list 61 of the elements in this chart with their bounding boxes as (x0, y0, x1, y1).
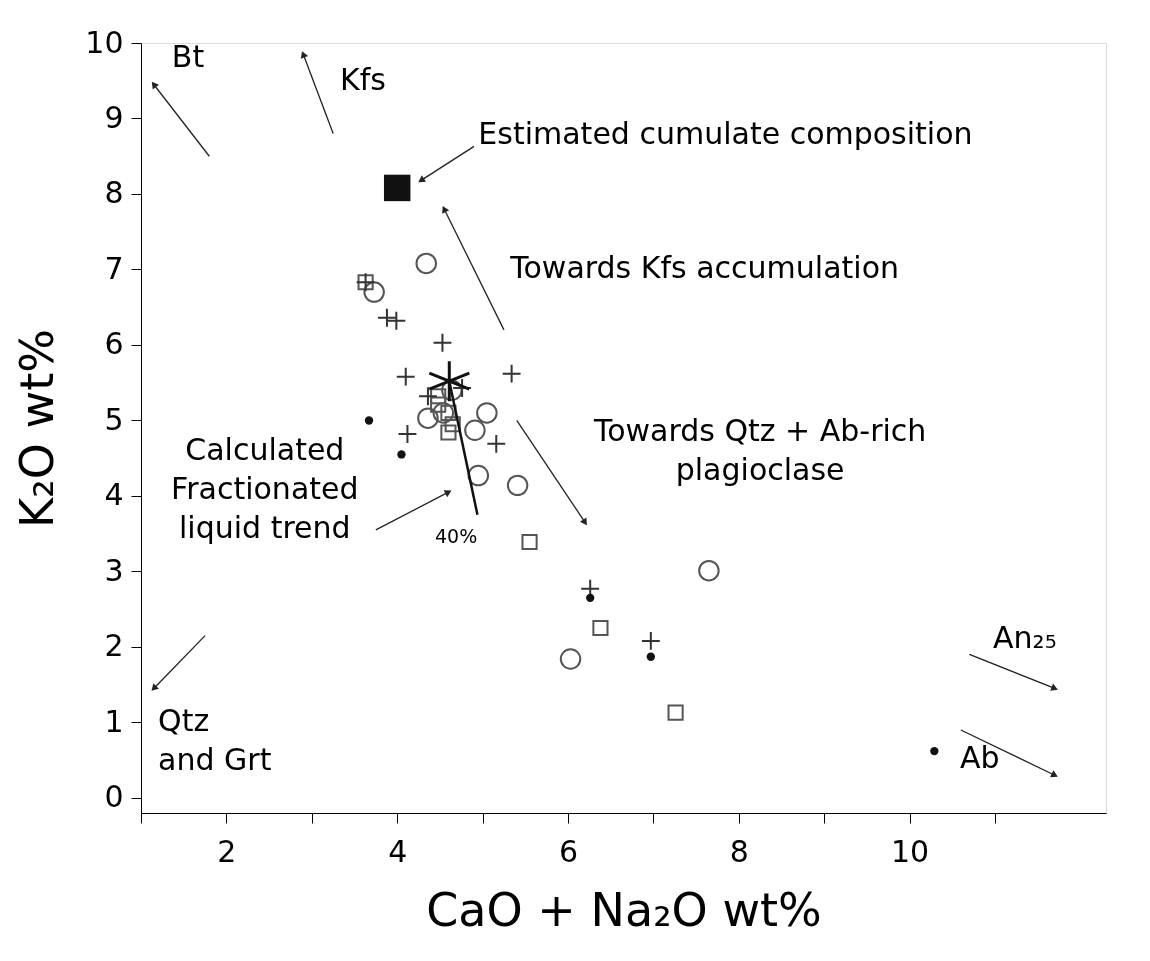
point (432, 402, 455, 424)
point (559, 648, 582, 670)
point (430, 388, 447, 405)
y-tick-label: 1 (104, 703, 124, 739)
point (386, 310, 407, 331)
annotation: Estimated cumulate composition (478, 116, 973, 152)
point (427, 359, 471, 403)
point (397, 424, 418, 444)
point (464, 419, 486, 441)
annotation: Bt (171, 39, 205, 75)
point (383, 174, 411, 202)
annotation: An₂₅ (993, 620, 1057, 656)
point (930, 746, 939, 756)
point (506, 474, 529, 497)
y-tick-label: 8 (104, 175, 124, 211)
point (363, 281, 385, 303)
point (440, 424, 457, 441)
annotation: Towards Kfs accumulation (509, 250, 899, 286)
annotation: 40% (435, 525, 478, 548)
point (476, 402, 498, 424)
annotation: Ab (959, 739, 1000, 775)
point (592, 619, 609, 637)
x-tick-label: 10 (890, 833, 930, 869)
x-tick-label: 2 (217, 833, 237, 869)
point (698, 559, 720, 582)
point (377, 307, 397, 328)
y-tick-label: 7 (104, 250, 124, 286)
y-tick-label: 5 (104, 401, 124, 437)
point (646, 652, 656, 661)
annotation: Towards Qtz + Ab-rich plagioclase (592, 412, 927, 487)
point (586, 593, 595, 603)
point (432, 332, 453, 353)
annotation: Calculated Fractionated liquid trend (171, 431, 359, 545)
point (417, 407, 439, 429)
y-tick-label: 2 (104, 628, 124, 664)
y-tick-label: 10 (85, 24, 124, 60)
x-tick-label: 6 (558, 833, 579, 869)
point (417, 386, 438, 407)
point (397, 450, 406, 459)
annotation: Qtz and Grt (158, 703, 272, 778)
y-tick-label: 6 (104, 326, 124, 362)
point (452, 378, 473, 398)
point (415, 252, 437, 275)
y-tick-label: 4 (104, 477, 124, 513)
y-tick-label: 0 (104, 779, 124, 815)
point (667, 704, 684, 721)
point (521, 533, 538, 551)
point (364, 416, 374, 425)
annotation: Kfs (340, 61, 386, 97)
y-axis-title: K₂O wt% (10, 329, 65, 528)
point (467, 464, 490, 487)
point (640, 630, 661, 651)
x-tick-label: 4 (388, 833, 408, 869)
point (486, 433, 507, 454)
x-axis-title: CaO + Na₂O wt% (426, 882, 822, 937)
y-tick-label: 3 (104, 552, 124, 588)
point (444, 416, 461, 433)
x-tick-label: 8 (729, 833, 749, 869)
point (501, 363, 522, 384)
y-tick-label: 9 (104, 99, 124, 135)
point (395, 366, 416, 387)
